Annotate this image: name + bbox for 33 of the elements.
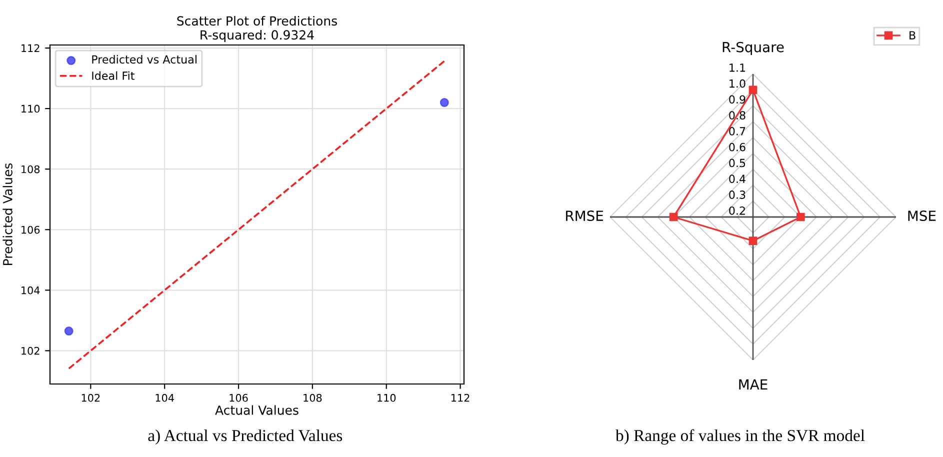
legend-label: Ideal Fit: [92, 71, 134, 80]
legend-label: Predicted vs Actual: [92, 55, 196, 64]
y-tick-label: 110: [22, 104, 40, 113]
y-tick-label: 0.9: [729, 95, 746, 104]
y-tick-label: 0.2: [729, 206, 745, 215]
x-tick-label: 102: [82, 394, 100, 402]
y-tick-label: 1.0: [730, 79, 746, 88]
spoke-label: MAE: [739, 379, 768, 390]
y-tick-label: 0.5: [729, 158, 746, 168]
x-axis-title: Actual Values: [215, 405, 298, 415]
text: b) Range of values in the SVR model: [616, 429, 865, 445]
y-tick-label: 112: [22, 44, 40, 52]
y-tick-label: 108: [22, 165, 40, 174]
y-tick-label: 102: [22, 346, 40, 355]
x-tick-label: 110: [378, 394, 396, 402]
x-tick-label: 104: [156, 394, 174, 402]
y-axis-title: Predicted Values: [2, 163, 12, 266]
spoke-label: R-Square: [722, 42, 784, 56]
y-tick-label: 1.1: [730, 64, 746, 72]
y-tick-label: 0.3: [729, 190, 746, 199]
spoke-label: MSE: [908, 210, 936, 222]
x-tick-label: 106: [230, 394, 248, 402]
y-tick-label: 0.4: [729, 174, 746, 184]
y-tick-label: 106: [22, 226, 40, 234]
spoke-label: RMSE: [566, 210, 604, 222]
y-tick-label: 0.6: [729, 142, 746, 152]
x-tick-label: 108: [304, 394, 322, 402]
y-tick-label: 104: [22, 286, 40, 294]
x-tick-label: 112: [452, 394, 470, 402]
chart-title: Scatter Plot of Predictions R-squared: 0.9324: [177, 16, 338, 42]
text: a) Actual vs Predicted Values: [148, 429, 342, 445]
legend-label: B: [910, 31, 916, 40]
y-tick-label: 0.7: [729, 127, 746, 136]
